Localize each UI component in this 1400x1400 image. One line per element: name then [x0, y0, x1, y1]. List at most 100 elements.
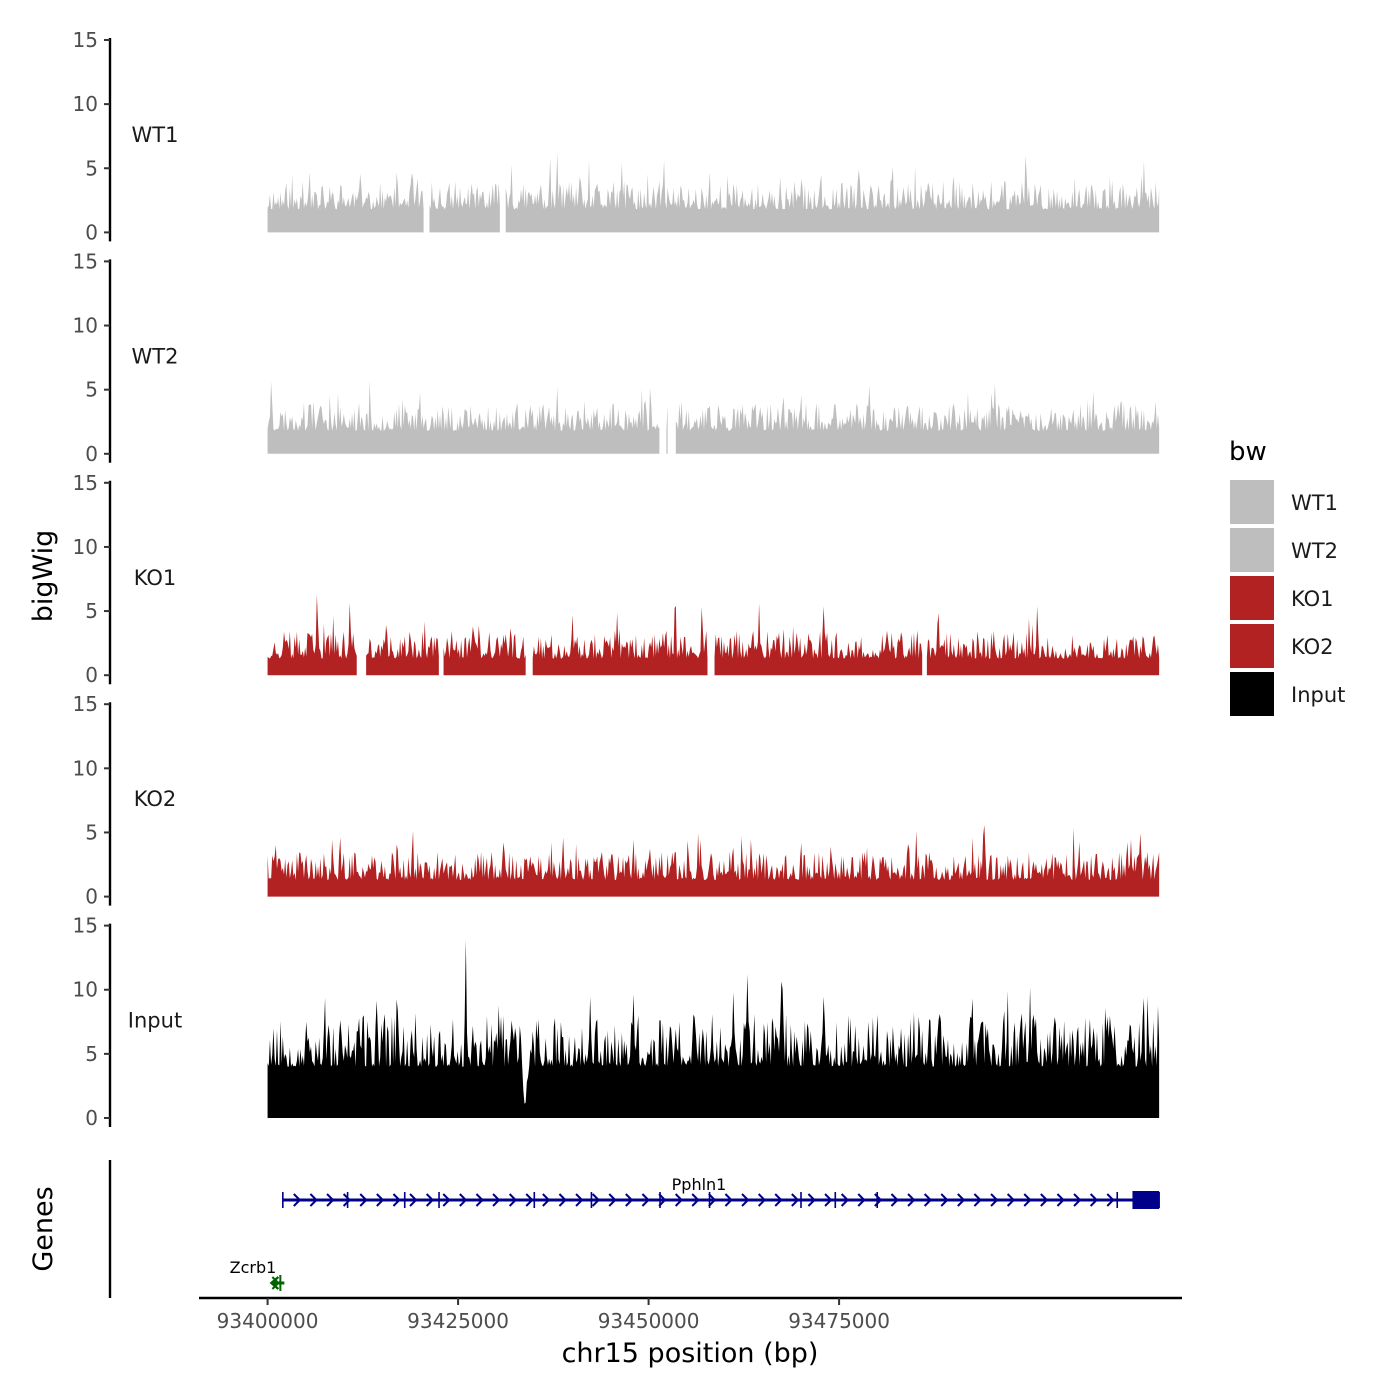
strand-arrow: [907, 1193, 916, 1207]
strand-arrow: [591, 1193, 601, 1207]
y-tick-label: 10: [73, 756, 98, 780]
strand-arrow: [293, 1193, 302, 1207]
track-panel-wt1: 0 5 10 15 WT1: [73, 28, 1160, 244]
legend-swatch-wt2: [1230, 528, 1274, 572]
y-tick-label: 15: [73, 471, 98, 495]
legend-label-ko2: KO2: [1291, 635, 1334, 659]
legend-swatch-wt1: [1230, 480, 1274, 524]
gene-thick-exon: [1132, 1191, 1160, 1209]
strand-arrow: [492, 1193, 501, 1207]
strand-arrow: [658, 1193, 667, 1207]
strand-arrow: [1073, 1193, 1082, 1207]
y-tick-label: 0: [85, 663, 98, 687]
legend-swatch-ko1: [1230, 576, 1274, 620]
legend-label-wt2: WT2: [1291, 539, 1338, 563]
strand-arrow: [342, 1193, 352, 1207]
signal-area-ko1: [267, 594, 1160, 676]
strand-arrow: [359, 1193, 368, 1207]
strand-arrow: [575, 1193, 584, 1207]
track-panel-wt2: 0 5 10 15 WT2: [73, 249, 1160, 466]
strand-arrow: [874, 1193, 883, 1207]
y-tick-label: 0: [85, 442, 98, 466]
strand-arrow: [741, 1193, 750, 1207]
strand-arrow: [326, 1193, 335, 1207]
strand-arrow: [269, 1276, 280, 1290]
strand-arrow: [824, 1193, 833, 1207]
strand-arrow: [309, 1193, 318, 1207]
track-panel-ko2: 0 5 10 15 KO2: [73, 692, 1160, 909]
strand-arrow: [791, 1193, 800, 1207]
y-tick-label: 5: [85, 1042, 98, 1066]
y-tick-label: 5: [85, 599, 98, 623]
gene-zcrb1: Zcrb1: [230, 1258, 285, 1291]
y-tick-label: 10: [73, 978, 98, 1002]
x-tick-label: 93400000: [217, 1309, 319, 1333]
y-tick-label: 15: [73, 914, 98, 938]
strand-arrow: [807, 1193, 816, 1207]
track-label: Input: [128, 1009, 182, 1033]
y-tick-label: 15: [73, 249, 98, 273]
track-panel-input: 0 5 10 15 Input: [73, 914, 1160, 1130]
genes-axis-title: Genes: [28, 1186, 59, 1271]
x-tick-label: 93425000: [407, 1309, 509, 1333]
strand-arrow: [940, 1193, 949, 1207]
strand-arrow: [376, 1193, 385, 1207]
legend-title: bw: [1229, 437, 1267, 467]
x-axis: 93400000 93425000 93450000 93475000: [199, 1296, 1182, 1333]
legend-label-input: Input: [1291, 683, 1345, 707]
x-tick-label: 93450000: [598, 1309, 700, 1333]
track-panel-ko1: 0 5 10 15 KO1: [73, 471, 1160, 687]
strand-arrow: [840, 1193, 850, 1207]
strand-arrow: [608, 1193, 617, 1207]
legend-swatch-ko2: [1230, 624, 1274, 668]
track-label: WT2: [132, 344, 179, 368]
strand-arrow: [674, 1193, 684, 1207]
track-panels: 0 5 10 15 WT1 0 5 10 15 WT2 0 5 10 15 KO1 0 5 10 15 KO2 0 5 10…: [73, 28, 1160, 1130]
y-tick-label: 0: [85, 1106, 98, 1130]
y-tick-label: 0: [85, 885, 98, 909]
y-tick-label: 5: [85, 156, 98, 180]
genes-panel: Pphln1 Zcrb1: [108, 1160, 1160, 1298]
signal-area-ko2: [267, 825, 1160, 897]
track-label: KO1: [134, 566, 177, 590]
legend: bw WT1 WT2 KO1 KO2 Input: [1229, 437, 1345, 716]
strand-arrow: [1056, 1193, 1065, 1207]
strand-arrow: [1040, 1193, 1049, 1207]
gene-label: Pphln1: [672, 1175, 727, 1194]
y-tick-label: 10: [73, 92, 98, 116]
y-tick-label: 10: [73, 314, 98, 338]
y-tick-label: 5: [85, 820, 98, 844]
strand-arrow: [890, 1193, 899, 1207]
signal-area-wt1: [267, 152, 1160, 233]
strand-arrow: [392, 1193, 401, 1207]
strand-arrow: [1089, 1193, 1099, 1207]
strand-arrow: [1106, 1193, 1115, 1207]
strand-arrow: [923, 1193, 933, 1207]
legend-label-wt1: WT1: [1291, 491, 1338, 515]
strand-arrow: [459, 1193, 468, 1207]
strand-arrow: [525, 1193, 534, 1207]
strand-arrow: [542, 1193, 551, 1207]
signal-area-input: [267, 939, 1160, 1118]
legend-swatch-input: [1230, 672, 1274, 716]
strand-arrow: [724, 1193, 733, 1207]
track-label: KO2: [134, 787, 177, 811]
strand-arrow: [442, 1193, 451, 1207]
signal-area-wt2: [267, 380, 1160, 454]
strand-arrow: [558, 1193, 567, 1207]
strand-arrow: [625, 1193, 634, 1207]
strand-arrow: [508, 1193, 518, 1207]
strand-arrow: [1006, 1193, 1016, 1207]
strand-arrow: [271, 1276, 280, 1290]
strand-arrow: [957, 1193, 966, 1207]
strand-arrow: [857, 1193, 866, 1207]
strand-arrow: [990, 1193, 999, 1207]
strand-arrow: [757, 1193, 767, 1207]
strand-arrow: [425, 1193, 435, 1207]
y-tick-label: 15: [73, 692, 98, 716]
y-axis-title: bigWig: [28, 530, 59, 623]
strand-arrow: [973, 1193, 982, 1207]
y-tick-label: 5: [85, 378, 98, 402]
strand-arrow: [475, 1193, 484, 1207]
